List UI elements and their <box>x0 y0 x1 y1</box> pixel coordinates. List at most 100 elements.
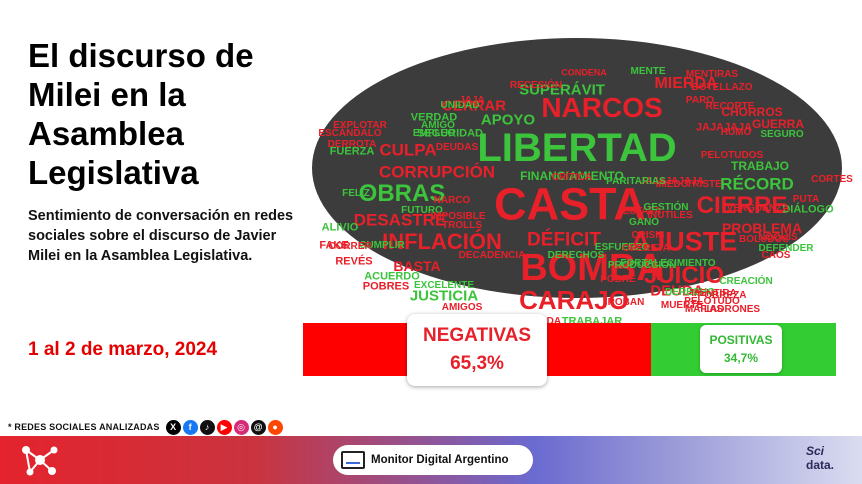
cloud-word: VERDAD <box>410 111 458 124</box>
cloud-word: GESTIÓN <box>643 202 689 213</box>
cloud-word: RECESIÓN <box>509 80 563 91</box>
cloud-word: AMIGOS <box>441 302 483 313</box>
cloud-word: OBRAS <box>358 180 446 207</box>
cloud-word: FAKE <box>319 239 349 252</box>
subtitle: Sentimiento de conversación en redes soc… <box>28 208 294 264</box>
cloud-word: TRABAJO <box>730 159 790 173</box>
cloud-word: SEGURO <box>760 129 804 140</box>
cloud-word: LADRONES <box>703 304 761 315</box>
cloud-word: VERGÜENZA <box>726 203 790 214</box>
date-range: 1 al 2 de marzo, 2024 <box>28 339 218 360</box>
cloud-word: ESFUERZO <box>594 242 650 253</box>
cloud-word: NARCOS <box>541 92 663 123</box>
cloud-word: PUTA <box>792 194 820 205</box>
cloud-word: BOLUDOS <box>739 234 789 245</box>
scidata-logo-line2: data. <box>806 458 835 472</box>
cloud-word: INFLACIÓN <box>382 229 502 254</box>
cloud-word: BOMBA <box>520 247 664 289</box>
cloud-word: AMIGO <box>421 120 455 131</box>
cloud-word: MENTIRAS <box>685 69 739 80</box>
cloud-word: APOYO <box>480 111 536 129</box>
x-icon: X <box>165 419 181 435</box>
cloud-word: FUTURO <box>401 205 443 216</box>
cloud-word: FORTALECIMIENTO <box>620 258 716 269</box>
cloud-word: GUERRA <box>751 117 805 131</box>
instagram-icon: ◎ <box>233 419 249 435</box>
cloud-word: PROBLEMA <box>721 220 803 236</box>
cloud-word: ESCÁNDALO <box>318 128 382 139</box>
cloud-word: FELIZ <box>342 188 370 199</box>
cloud-word: MENTE <box>630 66 666 77</box>
cloud-word: DIÁLOGO <box>782 203 834 216</box>
positive-sentiment-card: POSITIVAS 34,7% <box>700 325 782 373</box>
cloud-word: PELOTUDOS <box>700 150 764 161</box>
cloud-word: CRÍTICA <box>551 172 593 183</box>
negative-label: NEGATIVAS <box>422 325 532 346</box>
cloud-word: POBREZA <box>697 290 747 301</box>
cloud-word: JAJA <box>459 95 485 106</box>
cloud-word: DERECHO <box>664 287 716 298</box>
cloud-word: PARO <box>685 95 715 106</box>
cloud-word: BASTA <box>393 258 441 274</box>
cloud-word: DESASTRE <box>353 210 447 230</box>
scidata-logo-line1: Sci <box>806 444 825 458</box>
cloud-word: SUPERÁVIT <box>519 81 605 99</box>
cloud-word: CULPA <box>379 140 437 160</box>
cloud-word: UNIDAD <box>440 100 480 111</box>
cloud-word: AJUSTE <box>630 226 738 257</box>
cloud-word: POBRE <box>600 274 636 285</box>
cloud-word: MENTIRA <box>691 288 737 299</box>
cloud-word: JAJAJAJA <box>695 121 753 134</box>
cloud-word: CONDENA <box>561 67 607 78</box>
cloud-word: CHORROS <box>721 105 783 119</box>
molecule-icon <box>22 446 58 476</box>
cloud-word: NOQUIS <box>758 232 798 243</box>
cloud-word: NARCO <box>433 195 471 206</box>
positive-value: 34,7% <box>723 351 759 365</box>
cloud-word: CRISIS <box>631 230 665 241</box>
cloud-word: CREACIÓN <box>719 276 773 287</box>
page-title: El discurso de Milei en la Asamblea Legi… <box>28 37 254 191</box>
cloud-word: IMPOSIBLE <box>430 211 486 222</box>
cloud-word: TROLLS <box>442 220 482 231</box>
cloud-word: DÉFICIT <box>527 229 601 251</box>
cloud-word: CUMPLIR <box>359 240 405 251</box>
cloud-word: INÚTILES <box>647 210 693 221</box>
cloud-word: DEUDAS <box>435 142 479 153</box>
cloud-word: MAFIAS <box>684 304 724 315</box>
cloud-word: EXPLOTAR <box>333 120 387 131</box>
cloud-word: GANÓ <box>629 217 659 228</box>
threads-icon: @ <box>250 419 266 435</box>
footer-band: Monitor Digital Argentino Sci data. <box>0 436 862 484</box>
monitor-icon <box>341 451 365 469</box>
cloud-word: JUSTICIA <box>409 287 479 305</box>
brand-pill: Monitor Digital Argentino <box>333 445 533 475</box>
cloud-word: JUICIO <box>643 262 725 289</box>
cloud-word: PRODUCCIÓN <box>607 260 677 271</box>
cloud-word: RÉCORD <box>720 174 794 194</box>
cloud-word: CASTA <box>494 178 646 230</box>
scidata-logo: Sci data. <box>806 444 846 472</box>
cloud-word: CERRAR <box>441 97 507 115</box>
cloud-word: HUMO <box>720 127 752 138</box>
cloud-word: EMPLEO <box>412 128 456 139</box>
facebook-icon: f <box>182 419 198 435</box>
positive-label: POSITIVAS <box>709 333 773 347</box>
cloud-word: TRABAJAR <box>561 315 623 328</box>
cloud-word: JAJAJAJAJA <box>640 176 704 187</box>
cloud-word: CIERRE <box>696 192 788 219</box>
cloud-word: OPERETA <box>622 243 670 254</box>
cloud-word: TRISTE <box>686 179 722 190</box>
cloud-word: CAOS <box>761 250 791 261</box>
cloud-word: ROBAN <box>607 297 645 308</box>
word-cloud-background <box>312 38 842 298</box>
youtube-icon: ▶ <box>216 419 232 435</box>
word-cloud: LIBERTAD CASTA BOMBA NARCOS CARAJO AJUSTE INFL… <box>312 28 853 327</box>
cloud-word: MIERDA <box>654 75 718 92</box>
cloud-word: CARAJO <box>519 285 629 315</box>
cloud-word: CORTES <box>811 174 853 185</box>
cloud-word: REVÉS <box>335 255 373 268</box>
cloud-word: MIEDO <box>655 179 689 190</box>
